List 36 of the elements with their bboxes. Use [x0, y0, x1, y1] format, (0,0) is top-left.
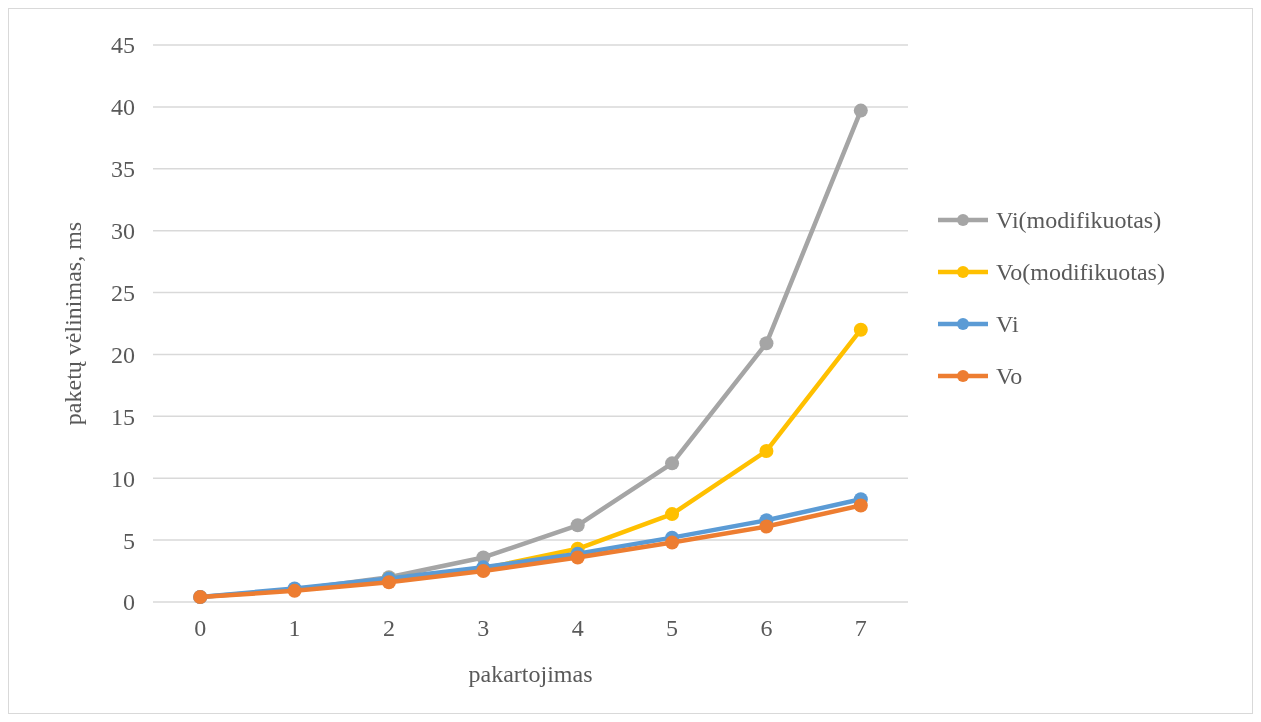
legend-label: Vo(modifikuotas) — [996, 259, 1165, 286]
y-tick-label: 25 — [111, 279, 135, 306]
y-tick-label: 45 — [111, 32, 135, 59]
x-tick-label: 4 — [571, 615, 584, 641]
point — [665, 535, 680, 550]
point — [759, 336, 774, 351]
legend-label: Vo — [996, 363, 1023, 390]
y-tick-label: 5 — [123, 527, 135, 554]
point — [853, 103, 868, 118]
point — [665, 456, 680, 471]
y-tick-label: 10 — [111, 465, 135, 492]
point — [381, 575, 396, 590]
point — [665, 507, 680, 522]
point — [853, 322, 868, 337]
point — [853, 498, 868, 513]
x-tick-label: 5 — [666, 615, 679, 641]
x-tick-label: 7 — [854, 615, 867, 641]
y-tick-label: 15 — [111, 403, 135, 430]
point — [759, 443, 774, 458]
y-axis-title: paketų vėlinimas, ms — [60, 221, 86, 426]
y-tick-label: 30 — [111, 218, 135, 245]
y-tick-label: 20 — [111, 341, 135, 368]
x-axis-title: pakartojimas — [468, 661, 593, 687]
y-tick-label: 0 — [123, 589, 135, 616]
legend-label: Vi(modifikuotas) — [996, 207, 1162, 234]
y-tick-label: 40 — [111, 94, 135, 121]
x-tick-label: 3 — [477, 615, 490, 641]
point — [570, 518, 585, 533]
x-tick-label: 2 — [382, 615, 395, 641]
x-tick-label: 1 — [288, 615, 301, 641]
y-tick-label: 35 — [111, 156, 135, 183]
point — [570, 550, 585, 565]
x-tick-label: 0 — [194, 615, 207, 641]
legend-label: Vi — [996, 311, 1019, 338]
point — [759, 519, 774, 534]
x-tick-label: 6 — [760, 615, 773, 641]
